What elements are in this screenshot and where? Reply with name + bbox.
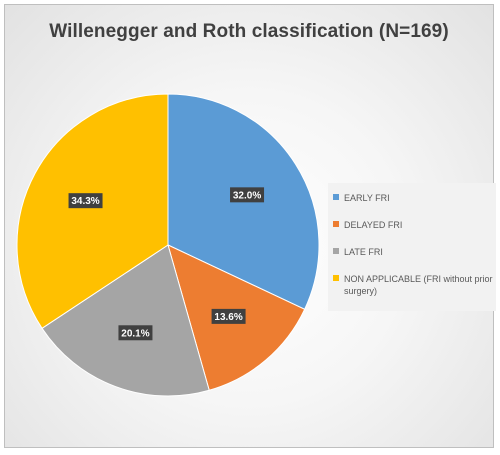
slice-label-2: 20.1% — [121, 328, 149, 339]
legend-swatch-0 — [333, 194, 339, 200]
legend-swatch-1 — [333, 221, 339, 227]
slice-label-box-3 — [68, 193, 103, 209]
pie-chart: 32.0% 13.6% 20.1% 34.3% — [16, 93, 320, 397]
legend-label-3: NON APPLICABLE (FRI without prior surger… — [344, 274, 493, 296]
slice-label-1: 13.6% — [214, 312, 242, 323]
legend-label-2: LATE FRI — [344, 247, 383, 257]
legend-label-1: DELAYED FRI — [344, 220, 403, 230]
slice-label-box-1 — [211, 308, 246, 324]
legend-item-2: LATE FRI — [333, 246, 493, 258]
legend-item-3: NON APPLICABLE (FRI without prior surger… — [333, 273, 493, 297]
chart-area: Willenegger and Roth classification (N=1… — [4, 4, 496, 448]
legend-swatch-3 — [333, 275, 339, 281]
slice-label-box-2 — [118, 325, 153, 341]
legend-item-0: EARLY FRI — [333, 192, 493, 204]
pie-slice-3 — [16, 93, 169, 329]
legend-background — [328, 183, 496, 311]
slice-label-box-0 — [230, 187, 265, 203]
slice-label-3: 34.3% — [71, 196, 99, 207]
legend-swatch-2 — [333, 248, 339, 254]
legend: EARLY FRI DELAYED FRI LATE FRI NON APPLICAB… — [333, 192, 493, 312]
slice-label-0: 32.0% — [233, 190, 261, 201]
pie-slice-2 — [41, 244, 210, 397]
legend-label-0: EARLY FRI — [344, 193, 390, 203]
legend-item-1: DELAYED FRI — [333, 219, 493, 231]
chart-title: Willenegger and Roth classification (N=1… — [49, 21, 449, 42]
